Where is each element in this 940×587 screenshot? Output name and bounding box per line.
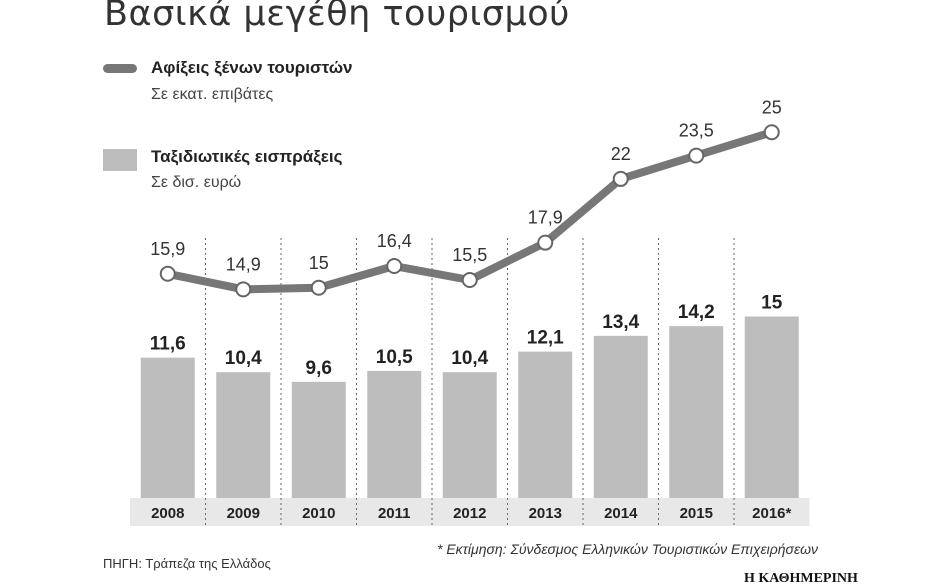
arrivals-point-2009 [235, 281, 252, 298]
source-note: ΠΗΓΗ: Τράπεζα της Ελλάδος [103, 556, 271, 571]
publisher-logo: Η ΚΑΘΗΜΕΡΙΝΗ [744, 571, 858, 586]
arrivals-value-label: 23,5 [679, 121, 714, 141]
legend-bar-swatch [103, 149, 137, 171]
arrivals-value-label: 15,5 [452, 245, 487, 265]
x-tick-label: 2011 [378, 505, 411, 522]
arrivals-point-2013 [537, 234, 554, 251]
bar-2012 [442, 372, 497, 498]
x-tick-label: 2014 [604, 505, 638, 522]
legend-line-unit: Σε εκατ. επιβάτες [151, 86, 274, 103]
bar-value-label: 9,6 [306, 358, 332, 379]
arrivals-point-2008 [159, 265, 176, 282]
arrivals-value-label: 14,9 [226, 254, 261, 274]
x-tick-label: 2016* [752, 505, 791, 522]
legend-bar-unit: Σε δισ. ευρώ [151, 174, 242, 191]
footnote: * Εκτίμηση: Σύνδεσμος Ελληνικών Τουριστι… [437, 541, 819, 557]
legend-bar-name: Ταξιδιωτικές εισπράξεις [151, 147, 343, 166]
arrivals-point-2012 [461, 272, 478, 288]
x-tick-label: 2009 [227, 505, 260, 522]
x-tick-label: 2008 [151, 505, 184, 522]
arrivals-point-2015 [688, 147, 705, 164]
arrivals-value-label: 17,9 [528, 208, 563, 228]
arrivals-point-2010 [310, 279, 327, 296]
bar-2016* [744, 316, 799, 498]
arrivals-value-label: 22 [611, 144, 631, 164]
x-tick-label: 2012 [453, 505, 486, 522]
bar-2009 [216, 372, 271, 498]
bar-value-label: 10,4 [451, 348, 488, 369]
arrivals-point-2014 [612, 170, 629, 187]
bar-value-label: 11,6 [150, 334, 186, 355]
bar-2010 [291, 381, 346, 498]
arrivals-point-2016* [763, 124, 780, 141]
x-tick-label: 2015 [680, 505, 713, 522]
x-tick-label: 2010 [302, 505, 335, 522]
bar-2014 [593, 335, 648, 498]
bar-2013 [518, 351, 573, 498]
bar-value-label: 13,4 [602, 312, 639, 333]
bar-2015 [669, 326, 724, 498]
x-tick-label: 2013 [529, 505, 562, 522]
legend-line-name: Αφίξεις ξένων τουριστών [151, 58, 353, 77]
chart-title: Βασικά μεγέθη τουρισμού [104, 0, 570, 34]
arrivals-value-label: 16,4 [377, 231, 412, 251]
bar-2008 [140, 357, 195, 498]
legend-line-swatch [103, 64, 137, 73]
arrivals-value-label: 15,9 [150, 239, 185, 259]
bar-value-label: 10,5 [376, 347, 413, 368]
bar-value-label: 10,4 [225, 348, 262, 369]
category-axis-band [130, 498, 810, 526]
arrivals-point-2011 [386, 258, 403, 275]
arrivals-value-label: 15 [309, 253, 329, 273]
bar-value-label: 12,1 [527, 328, 564, 349]
bar-2011 [367, 370, 422, 498]
bar-value-label: 15 [761, 293, 783, 314]
arrivals-value-label: 25 [762, 97, 782, 117]
bar-value-label: 14,2 [678, 302, 715, 323]
